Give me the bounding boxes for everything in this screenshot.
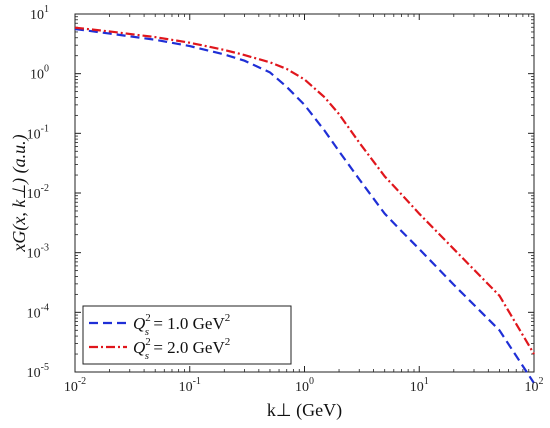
y-tick-label: 10-4 <box>27 302 49 321</box>
y-axis-label: xG(x, k⊥) (a.u.) <box>9 134 30 252</box>
y-tick-label: 10-1 <box>27 123 49 142</box>
series-line-2 <box>74 26 535 355</box>
legend-label-2: Q2 s = 2.0 GeV2 <box>133 336 230 362</box>
y-axis: 10-5 10-4 10-3 10-2 10-1 100 101 <box>27 4 534 381</box>
x-tick-label: 100 <box>295 376 314 395</box>
legend-box <box>82 305 292 365</box>
y-tick-label: 10-5 <box>27 362 49 381</box>
x-tick-label: 10-2 <box>64 376 86 395</box>
minor-ticks <box>75 14 534 372</box>
series-layer <box>74 26 535 384</box>
x-axis: 10-2 10-1 100 101 102 <box>64 14 544 395</box>
x-tick-label: 102 <box>525 376 544 395</box>
x-tick-label: 101 <box>410 376 429 395</box>
x-tick-label: 10-1 <box>179 376 201 395</box>
legend-label-1: Q2 s = 1.0 GeV2 <box>133 312 230 338</box>
series-line-1 <box>74 27 535 384</box>
y-tick-label: 101 <box>30 4 49 23</box>
x-axis-label: k⊥ (GeV) <box>267 400 342 421</box>
y-tick-label: 100 <box>30 64 49 83</box>
y-tick-label: 10-3 <box>27 243 49 262</box>
y-tick-label: 10-2 <box>27 183 49 202</box>
